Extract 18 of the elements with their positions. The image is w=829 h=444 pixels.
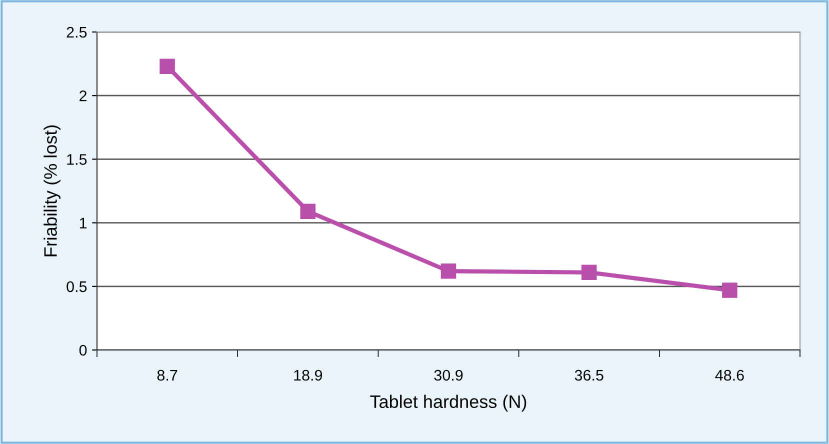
- point: [722, 282, 738, 298]
- point: [581, 264, 597, 280]
- x-tick-label: 8.7: [157, 370, 178, 381]
- y-tick-label: 2: [80, 90, 87, 102]
- y-tick-label: 1.5: [67, 154, 87, 165]
- y-tick-label: 0: [79, 344, 87, 356]
- point: [160, 58, 175, 74]
- point: [440, 263, 456, 279]
- y-tick-label: 1: [80, 218, 87, 228]
- x-tick-label: 30.9: [434, 370, 463, 381]
- y-axis-title: Friability (% lost): [44, 125, 60, 256]
- y-tick-label: 2.5: [66, 26, 87, 38]
- x-tick-label: 48.6: [715, 370, 744, 381]
- x-tick-label: 36.5: [574, 370, 604, 381]
- x-axis-title: Tablet hardness (N): [370, 394, 526, 412]
- y-tick-label: 0.5: [66, 281, 87, 292]
- point: [300, 204, 316, 219]
- x-tick-label: 18.9: [294, 370, 322, 381]
